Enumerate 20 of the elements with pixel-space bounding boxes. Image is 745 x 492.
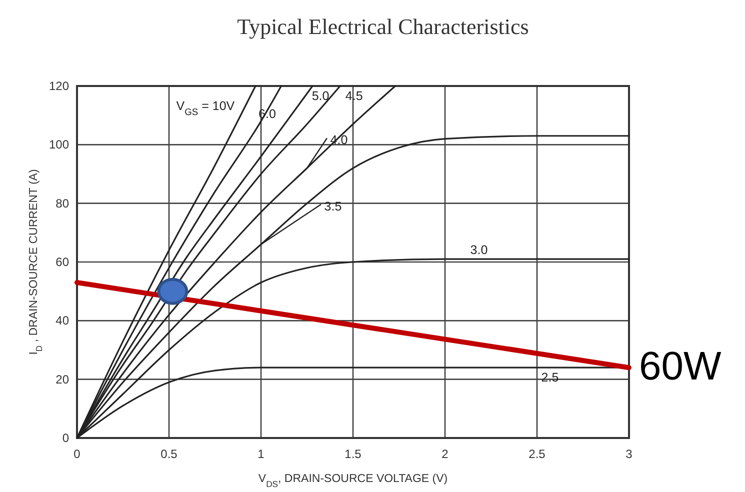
y-tick-label: 40 [56,314,70,328]
y-tick-label: 100 [48,138,70,152]
x-axis-title: V$_{DS}$, DRAIN-SOURCE VOLTAGE (V) [258,473,448,489]
x-tick-label: 2 [442,447,449,461]
y-tick-label: 20 [56,372,70,386]
y-tick-label: 120 [48,79,70,93]
x-tick-label: 0.5 [160,447,178,461]
y-tick-label: 60 [56,255,70,269]
x-tick-label: 1 [258,447,265,461]
x-tick-label: 3 [626,447,633,461]
chart-title: Typical Electrical Characteristics [237,14,529,39]
annotation: 60W [639,344,722,389]
y-tick-label: 0 [62,431,70,445]
series-label: V$_{GS}$ = 10V [176,99,236,117]
x-tick-label: 2.5 [528,447,546,461]
y-tick-label: 80 [56,196,70,210]
x-tick-label: 0 [74,447,81,461]
series-label: 3.0 [470,243,488,258]
series-label: 5.0 [312,89,330,103]
x-tick-label: 1.5 [344,447,362,461]
